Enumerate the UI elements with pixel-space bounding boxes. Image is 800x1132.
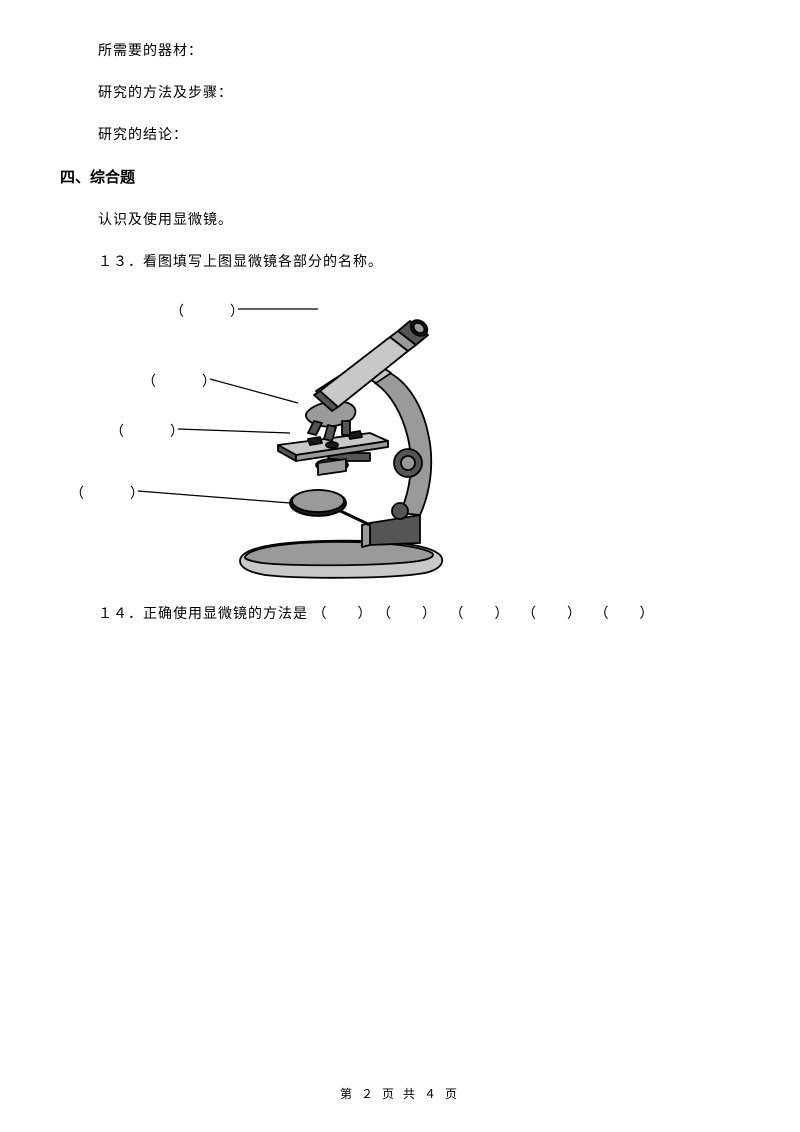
q14-blank-2: （ ） bbox=[377, 607, 430, 622]
q14-blank-1: （ ） bbox=[313, 607, 373, 622]
question-13: １３．看图填写上图显微镜各部分的名称。 bbox=[98, 251, 740, 271]
methods-line: 研究的方法及步骤： bbox=[98, 82, 740, 102]
equipment-line: 所需要的器材： bbox=[98, 40, 740, 60]
q14-blank-4: （ ） bbox=[522, 607, 575, 622]
page-footer: 第 ２ 页 共 ４ 页 bbox=[0, 1085, 800, 1102]
diagram-label-3: （ ） bbox=[110, 421, 185, 441]
question-14: １４．正确使用显微镜的方法是 （ ） （ ） （ ） （ ） （ ） bbox=[98, 603, 740, 623]
page: 所需要的器材： 研究的方法及步骤： 研究的结论： 四、综合题 认识及使用显微镜。… bbox=[0, 0, 800, 1132]
section-4-heading: 四、综合题 bbox=[60, 166, 740, 187]
diagram-label-2: （ ） bbox=[142, 371, 217, 391]
microscope-diagram: （ ） （ ） （ ） （ ） bbox=[70, 293, 490, 583]
diagram-label-4: （ ） bbox=[70, 483, 145, 503]
q14-prefix: １４．正确使用显微镜的方法是 bbox=[98, 607, 308, 622]
conclusion-line: 研究的结论： bbox=[98, 124, 740, 144]
q14-blank-5: （ ） bbox=[595, 607, 655, 622]
section-4-intro: 认识及使用显微镜。 bbox=[98, 209, 740, 229]
q14-blank-3: （ ） bbox=[450, 607, 503, 622]
diagram-label-1: （ ） bbox=[170, 301, 245, 321]
